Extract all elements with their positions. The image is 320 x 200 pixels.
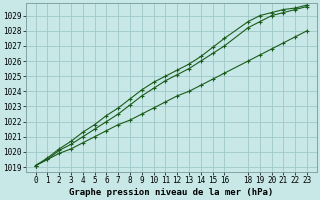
X-axis label: Graphe pression niveau de la mer (hPa): Graphe pression niveau de la mer (hPa): [69, 188, 274, 197]
